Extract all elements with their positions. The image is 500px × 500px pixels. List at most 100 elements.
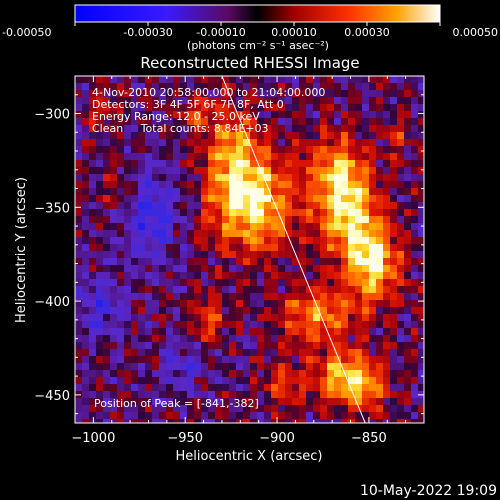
heatmap-cell bbox=[299, 111, 307, 119]
heatmap-cell bbox=[250, 321, 258, 329]
heatmap-cell bbox=[236, 398, 244, 406]
heatmap-cell bbox=[215, 307, 223, 315]
heatmap-cell bbox=[117, 76, 125, 84]
heatmap-cell bbox=[103, 342, 111, 350]
heatmap-cell bbox=[243, 391, 251, 399]
heatmap-cell bbox=[362, 377, 370, 385]
heatmap-cell bbox=[369, 349, 377, 357]
heatmap-cell bbox=[334, 174, 342, 182]
heatmap-cell bbox=[383, 286, 391, 294]
heatmap-cell bbox=[250, 83, 258, 91]
heatmap-cell bbox=[166, 398, 174, 406]
heatmap-cell bbox=[404, 160, 412, 168]
heatmap-cell bbox=[82, 244, 90, 252]
x-tick-label: −900 bbox=[259, 431, 295, 446]
heatmap-cell bbox=[418, 167, 424, 175]
heatmap-cell bbox=[208, 391, 216, 399]
heatmap-cell bbox=[243, 209, 251, 217]
heatmap-cell bbox=[159, 279, 167, 287]
heatmap-cell bbox=[180, 216, 188, 224]
heatmap-cell bbox=[264, 195, 272, 203]
heatmap-cell bbox=[194, 244, 202, 252]
heatmap-cell bbox=[152, 244, 160, 252]
heatmap-cell bbox=[243, 195, 251, 203]
heatmap-cell bbox=[89, 244, 97, 252]
heatmap-cell bbox=[327, 111, 335, 119]
heatmap-cell bbox=[320, 377, 328, 385]
heatmap-cell bbox=[110, 293, 118, 301]
heatmap-cell bbox=[117, 104, 125, 112]
heatmap-cell bbox=[390, 111, 398, 119]
heatmap-cell bbox=[152, 160, 160, 168]
heatmap-cell bbox=[313, 202, 321, 210]
heatmap-cell bbox=[320, 209, 328, 217]
heatmap-cell bbox=[159, 125, 167, 133]
heatmap-cell bbox=[334, 307, 342, 315]
heatmap-cell bbox=[285, 160, 293, 168]
heatmap-cell bbox=[117, 153, 125, 161]
heatmap-cell bbox=[89, 265, 97, 273]
heatmap-cell bbox=[383, 216, 391, 224]
heatmap-cell bbox=[397, 363, 405, 371]
heatmap-cell bbox=[418, 104, 424, 112]
heatmap-cell bbox=[390, 202, 398, 210]
heatmap-cell bbox=[264, 230, 272, 238]
heatmap-cell bbox=[341, 307, 349, 315]
heatmap-cell bbox=[96, 146, 104, 154]
heatmap-cell bbox=[257, 300, 265, 308]
heatmap-cell bbox=[299, 363, 307, 371]
heatmap-cell bbox=[159, 314, 167, 322]
heatmap-cell bbox=[362, 237, 370, 245]
heatmap-cell bbox=[82, 216, 90, 224]
heatmap-cell bbox=[208, 118, 216, 126]
heatmap-cell bbox=[390, 272, 398, 280]
plot-area bbox=[75, 76, 424, 423]
heatmap-cell bbox=[334, 321, 342, 329]
heatmap-cell bbox=[215, 132, 223, 140]
heatmap-cell bbox=[278, 300, 286, 308]
heatmap-cell bbox=[299, 307, 307, 315]
heatmap-cell bbox=[236, 356, 244, 364]
heatmap-cell bbox=[236, 118, 244, 126]
heatmap-cell bbox=[404, 321, 412, 329]
heatmap-cell bbox=[257, 223, 265, 231]
heatmap-cell bbox=[131, 258, 139, 266]
heatmap-cell bbox=[201, 146, 209, 154]
heatmap-cell bbox=[96, 111, 104, 119]
heatmap-cell bbox=[278, 244, 286, 252]
heatmap-cell bbox=[173, 174, 181, 182]
heatmap-cell bbox=[236, 209, 244, 217]
heatmap-cell bbox=[327, 300, 335, 308]
heatmap-cell bbox=[341, 286, 349, 294]
heatmap-cell bbox=[327, 195, 335, 203]
heatmap-cell bbox=[313, 265, 321, 273]
heatmap-cell bbox=[257, 356, 265, 364]
heatmap-cell bbox=[124, 286, 132, 294]
heatmap-cell bbox=[103, 174, 111, 182]
heatmap-cell bbox=[341, 104, 349, 112]
heatmap-cell bbox=[376, 216, 384, 224]
heatmap-cell bbox=[341, 209, 349, 217]
heatmap-cell bbox=[278, 132, 286, 140]
heatmap-cell bbox=[264, 377, 272, 385]
heatmap-cell bbox=[264, 188, 272, 196]
heatmap-cell bbox=[75, 321, 83, 329]
heatmap-cell bbox=[257, 391, 265, 399]
heatmap-cell bbox=[187, 146, 195, 154]
heatmap-cell bbox=[271, 153, 279, 161]
heatmap-cell bbox=[89, 90, 97, 98]
heatmap-cell bbox=[103, 279, 111, 287]
heatmap-cell bbox=[159, 83, 167, 91]
heatmap-cell bbox=[89, 118, 97, 126]
heatmap-cell bbox=[299, 398, 307, 406]
heatmap-cell bbox=[96, 419, 104, 423]
heatmap-cell bbox=[264, 405, 272, 413]
heatmap-cell bbox=[194, 125, 202, 133]
heatmap-cell bbox=[313, 111, 321, 119]
heatmap-cell bbox=[236, 195, 244, 203]
heatmap-cell bbox=[124, 307, 132, 315]
heatmap-cell bbox=[334, 167, 342, 175]
heatmap-cell bbox=[390, 398, 398, 406]
heatmap-cell bbox=[418, 153, 424, 161]
heatmap-cell bbox=[187, 370, 195, 378]
